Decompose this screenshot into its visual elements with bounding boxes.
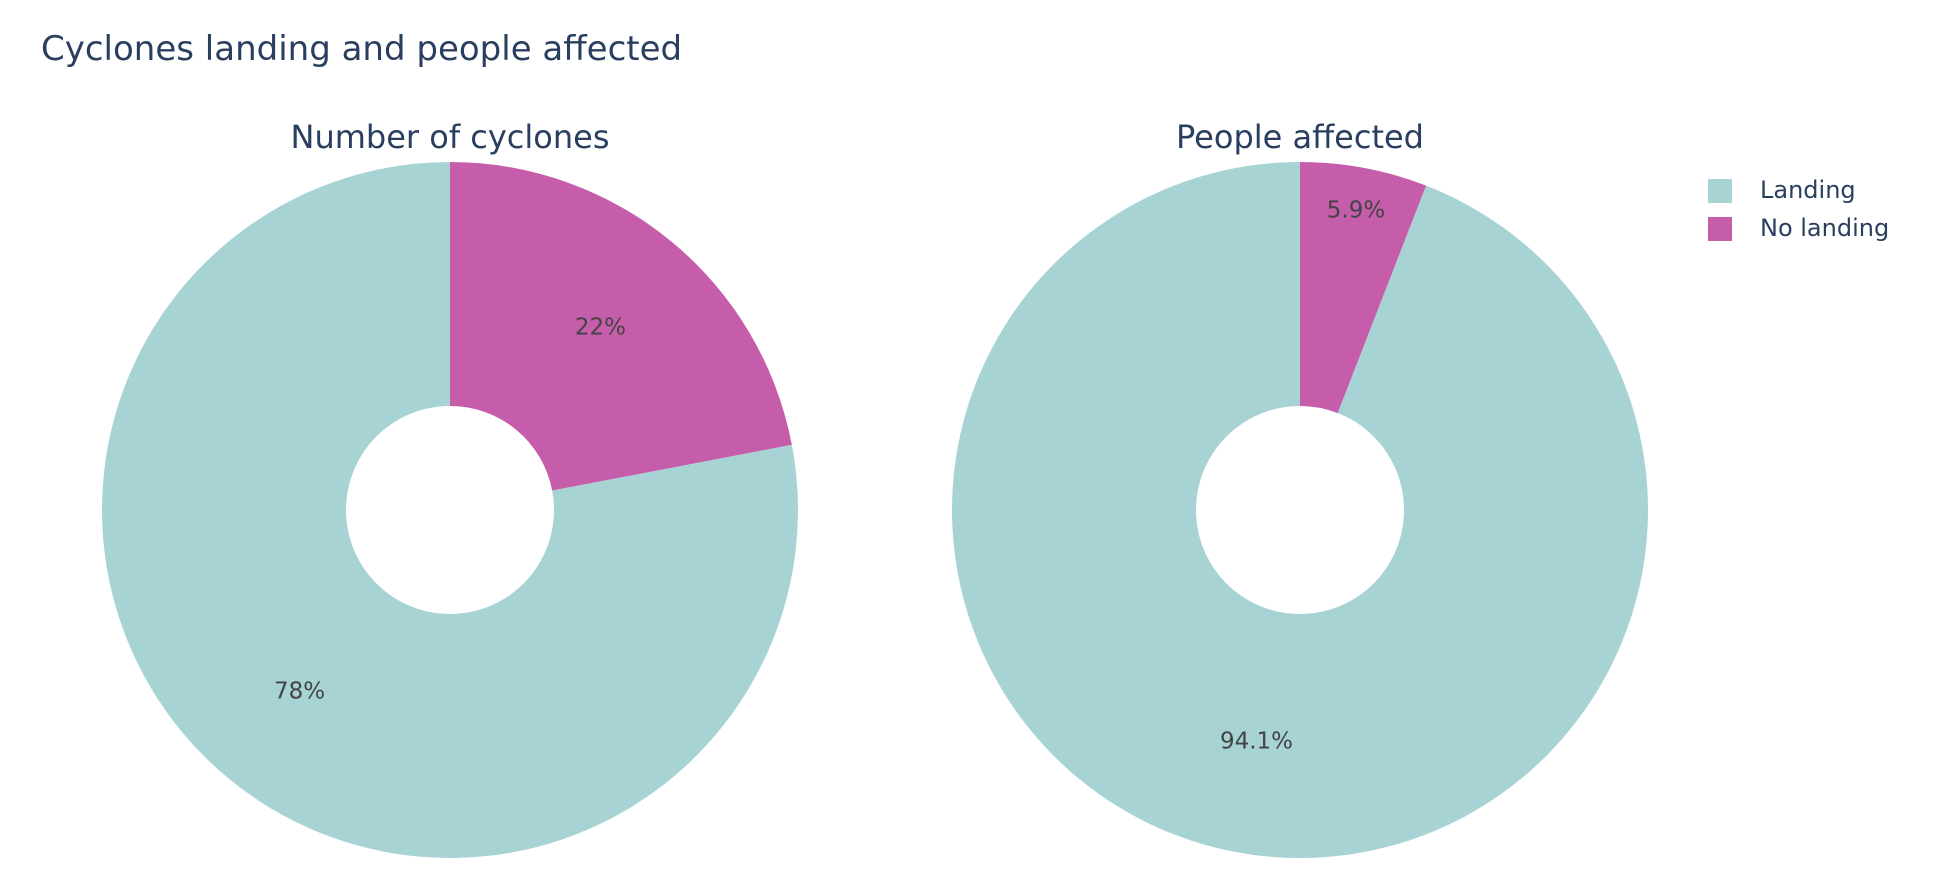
pie-slice-landing[interactable]	[952, 162, 1648, 858]
legend-label-landing: Landing	[1760, 176, 1856, 204]
slice-label-landing: 78%	[274, 678, 325, 704]
pie-slice-no-landing[interactable]	[450, 162, 792, 491]
pie-chart-number-of-cyclones: Number of cyclones 78% 22%	[102, 118, 798, 859]
slice-label-landing: 94.1%	[1220, 728, 1293, 754]
slice-label-no-landing: 5.9%	[1327, 198, 1385, 224]
pie-title-number-of-cyclones: Number of cyclones	[291, 118, 610, 156]
pie-slices	[102, 162, 798, 859]
legend-swatch-landing	[1708, 179, 1732, 203]
legend-item-no-landing[interactable]: No landing	[1708, 214, 1889, 242]
slice-label-no-landing: 22%	[575, 315, 626, 341]
pie-slice-landing[interactable]	[102, 162, 798, 859]
legend: Landing No landing	[1708, 176, 1889, 242]
pie-chart-people-affected: People affected 94.1% 5.9%	[952, 118, 1648, 858]
pie-slices	[952, 162, 1648, 858]
legend-swatch-no-landing	[1708, 217, 1732, 241]
pie-slice-labels: 94.1% 5.9%	[1220, 198, 1385, 755]
legend-label-no-landing: No landing	[1760, 214, 1889, 242]
pie-slice-no-landing[interactable]	[1300, 162, 1427, 414]
chart-title: Cyclones landing and people affected	[41, 29, 682, 69]
pie-title-people-affected: People affected	[1176, 118, 1424, 156]
legend-item-landing[interactable]: Landing	[1708, 176, 1856, 204]
pie-slice-labels: 78% 22%	[274, 315, 626, 705]
